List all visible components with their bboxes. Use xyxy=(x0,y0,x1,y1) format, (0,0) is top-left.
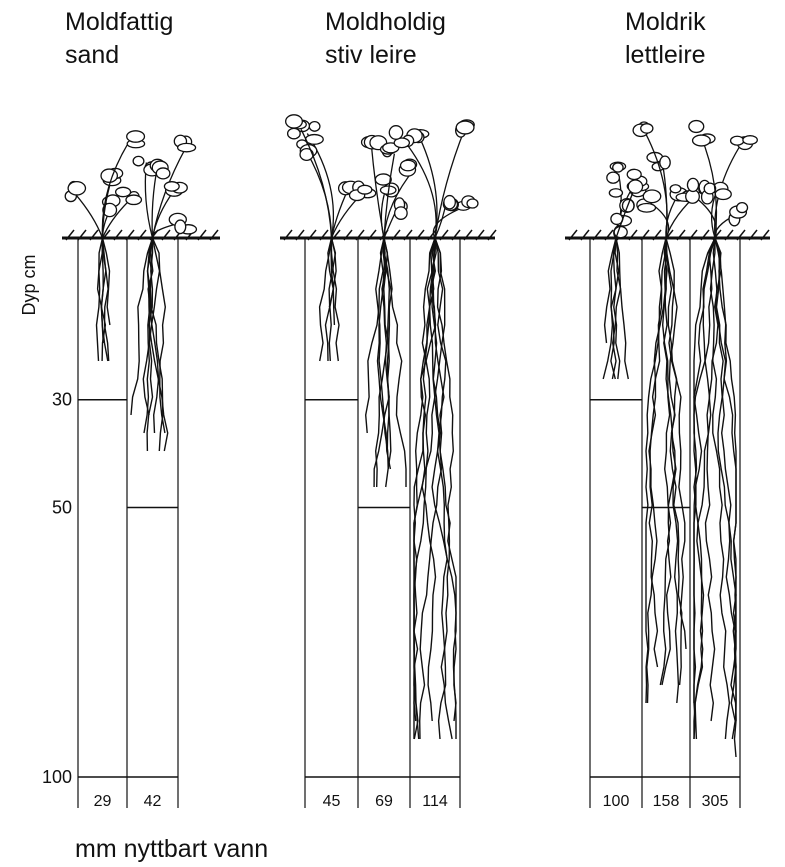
leaf xyxy=(127,131,145,142)
leaf xyxy=(178,143,196,151)
group-title: Moldfattig xyxy=(65,8,173,36)
leaf xyxy=(358,185,372,194)
leaf xyxy=(689,121,704,133)
leaf xyxy=(175,220,186,233)
group-title: Moldrik xyxy=(625,8,706,36)
leaf xyxy=(607,172,620,183)
leaf xyxy=(288,128,301,138)
leaf xyxy=(628,180,642,193)
footer: mm nyttbart vann xyxy=(75,835,268,863)
group-title: sand xyxy=(65,41,119,69)
depth-tick-label: 50 xyxy=(52,498,72,518)
leaf xyxy=(715,189,731,200)
stem xyxy=(75,194,102,238)
leaf xyxy=(687,178,698,191)
leaf xyxy=(389,126,402,140)
leaf xyxy=(467,199,478,208)
root xyxy=(616,238,628,379)
leaf xyxy=(375,174,391,185)
leaf xyxy=(156,168,170,179)
water-value: 69 xyxy=(375,793,393,810)
leaf xyxy=(660,156,670,169)
diagram: Dyp cm mm nyttbart vann 30 50 100 Moldfatti… xyxy=(0,0,785,867)
leaf xyxy=(609,189,622,197)
leaf xyxy=(638,203,656,212)
leaf xyxy=(116,187,131,196)
leaf xyxy=(743,136,757,145)
leaf xyxy=(286,115,303,128)
leaf xyxy=(68,182,85,195)
depth-tick-label: 100 xyxy=(42,767,72,787)
leaf xyxy=(395,207,407,219)
leaf xyxy=(444,196,455,209)
leaf xyxy=(309,122,320,132)
group-title: Moldholdig xyxy=(325,8,446,36)
water-value: 45 xyxy=(323,793,341,810)
stem xyxy=(306,151,331,238)
leaf xyxy=(693,135,711,146)
leaf xyxy=(737,203,748,213)
water-value: 29 xyxy=(94,793,112,810)
water-value: 158 xyxy=(653,793,680,810)
leaf xyxy=(613,163,623,172)
water-value: 114 xyxy=(422,793,448,810)
depth-tick-label: 30 xyxy=(52,390,72,410)
root xyxy=(715,238,736,721)
axis-label: Dyp cm xyxy=(19,254,39,315)
leaf xyxy=(126,195,142,204)
stem xyxy=(417,131,437,238)
group-title: stiv leire xyxy=(325,41,417,69)
leaf xyxy=(456,121,474,134)
leaf xyxy=(731,136,744,145)
leaf xyxy=(641,124,653,133)
water-value: 305 xyxy=(702,793,729,810)
root xyxy=(149,238,163,451)
leaf xyxy=(401,160,416,171)
water-value: 42 xyxy=(144,793,162,810)
leaf xyxy=(164,182,179,191)
group-title: lettleire xyxy=(625,41,706,69)
leaf xyxy=(670,185,681,193)
leaf xyxy=(643,190,660,203)
water-value: 100 xyxy=(603,793,630,810)
leaf xyxy=(627,169,641,179)
stem xyxy=(403,139,436,238)
leaf xyxy=(133,156,144,165)
